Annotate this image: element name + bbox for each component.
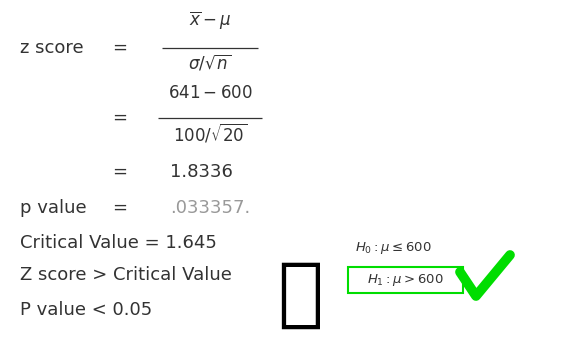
Text: 1.8336: 1.8336 — [170, 163, 233, 181]
Text: z score: z score — [20, 39, 84, 57]
Text: .033357.: .033357. — [170, 199, 250, 217]
Text: $100/\sqrt{20}$: $100/\sqrt{20}$ — [173, 122, 247, 145]
Text: $H_1 : \mu > 600$: $H_1 : \mu > 600$ — [367, 272, 444, 288]
Bar — [348, 267, 463, 293]
Text: =: = — [113, 163, 128, 181]
Text: =: = — [113, 39, 128, 57]
Text: $H_0 : \mu \leq 600$: $H_0 : \mu \leq 600$ — [355, 240, 432, 256]
Text: Critical Value = 1.645: Critical Value = 1.645 — [20, 234, 217, 252]
Text: P value < 0.05: P value < 0.05 — [20, 301, 152, 319]
Text: $641 - 600$: $641 - 600$ — [168, 84, 253, 102]
Text: Z score > Critical Value: Z score > Critical Value — [20, 266, 232, 284]
Text: 🧒: 🧒 — [277, 258, 323, 332]
Text: =: = — [113, 199, 128, 217]
Text: $\overline{x} - \mu$: $\overline{x} - \mu$ — [189, 10, 231, 32]
Text: $\sigma/\sqrt{n}$: $\sigma/\sqrt{n}$ — [188, 52, 232, 72]
Text: p value: p value — [20, 199, 87, 217]
Text: =: = — [113, 109, 128, 127]
